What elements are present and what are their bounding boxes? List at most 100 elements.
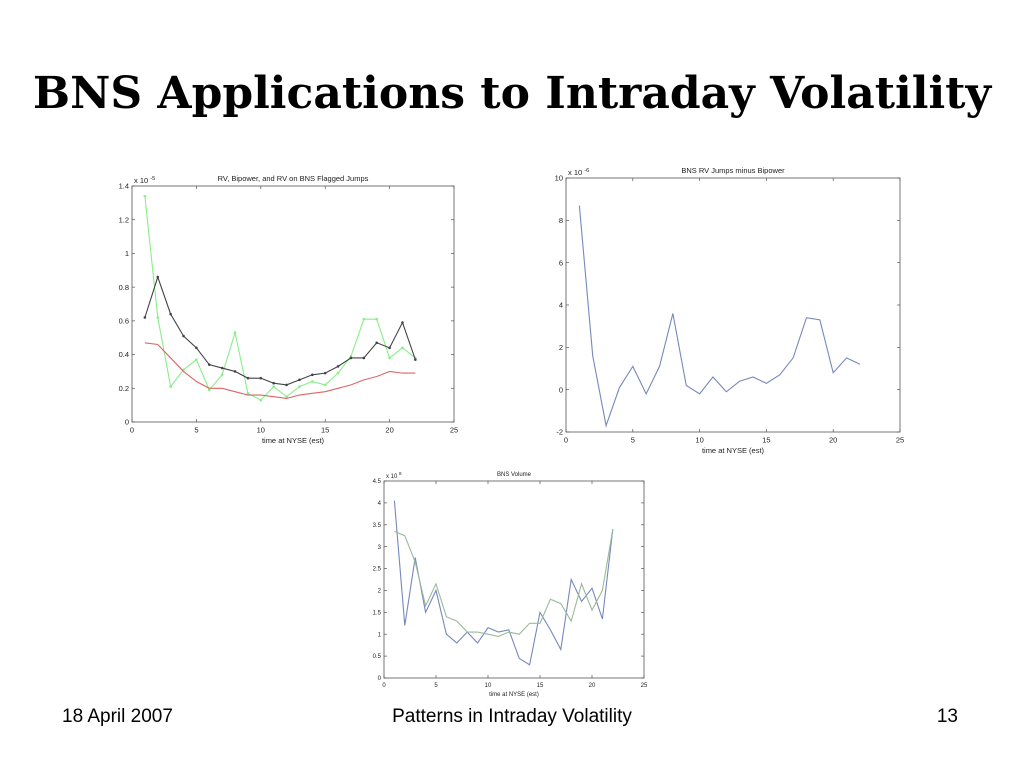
series-line-0 bbox=[578, 205, 861, 428]
y-tick-label: -2 bbox=[556, 428, 563, 437]
y-tick-label: 1 bbox=[125, 249, 129, 258]
data-point bbox=[388, 356, 391, 360]
data-point bbox=[207, 363, 211, 366]
y-tick-label: 2 bbox=[559, 343, 563, 352]
y-tick-label: 3 bbox=[378, 545, 382, 551]
y-tick-label: 0 bbox=[125, 418, 129, 427]
data-point bbox=[259, 376, 263, 380]
data-point bbox=[272, 381, 275, 385]
y-tick-label: 2 bbox=[378, 589, 382, 595]
y-tick-label: 1.4 bbox=[119, 182, 129, 191]
y-tick-label: 0.8 bbox=[119, 283, 129, 292]
data-point bbox=[156, 316, 160, 319]
y-tick-label: 0.5 bbox=[373, 654, 382, 660]
data-point bbox=[272, 385, 275, 388]
y-tick-label: 0.6 bbox=[119, 316, 129, 325]
series-line-2 bbox=[144, 342, 416, 399]
y-tick-label: 0 bbox=[559, 385, 563, 394]
y-tick-label: 4 bbox=[378, 501, 382, 507]
x-axis-label: time at NYSE (est) bbox=[702, 446, 765, 455]
data-point bbox=[207, 388, 211, 392]
data-point bbox=[336, 371, 340, 375]
data-point bbox=[323, 383, 327, 387]
data-point bbox=[195, 358, 198, 361]
footer-date: 18 April 2007 bbox=[62, 706, 173, 727]
x-tick-label: 15 bbox=[321, 426, 329, 435]
data-point bbox=[323, 371, 327, 375]
x-tick-label: 5 bbox=[434, 683, 438, 689]
y-tick-label: 2.5 bbox=[373, 567, 382, 573]
y-tick-label: 0 bbox=[378, 676, 382, 682]
x-tick-label: 15 bbox=[537, 683, 544, 689]
x-tick-label: 10 bbox=[257, 426, 265, 435]
data-point bbox=[285, 383, 288, 387]
data-point bbox=[401, 346, 404, 350]
plot-frame bbox=[383, 480, 645, 679]
x-tick-label: 10 bbox=[485, 683, 492, 689]
x-tick-label: 15 bbox=[762, 436, 770, 445]
y-tick-label: 6 bbox=[559, 258, 563, 267]
chart-svg: BNS RV Jumps minus Bipower x 10 -6 0 5 10 15 2… bbox=[555, 166, 905, 455]
data-point bbox=[388, 346, 391, 350]
data-point bbox=[362, 317, 366, 321]
y-tick-label: 0.2 bbox=[119, 384, 129, 393]
data-point bbox=[233, 370, 237, 373]
data-point bbox=[362, 356, 366, 360]
x-tick-label: 20 bbox=[829, 436, 837, 445]
data-point bbox=[246, 392, 250, 395]
data-point bbox=[311, 373, 314, 377]
chart-title: RV, Bipower, and RV on BNS Flagged Jumps bbox=[218, 174, 369, 183]
chart-bns-volume: BNS Volume x 10 8 0 5 10 15 20 25 0 0.5 1 1.5 2 2.5 3 3… bbox=[360, 466, 652, 706]
x-tick-label: 25 bbox=[641, 683, 648, 689]
y-tick-label: 4 bbox=[559, 301, 563, 310]
y-tick-label: 1.5 bbox=[373, 610, 382, 616]
data-point bbox=[195, 346, 198, 350]
data-point bbox=[414, 358, 417, 361]
data-point bbox=[233, 331, 237, 334]
y-tick-label: 3.5 bbox=[373, 523, 382, 529]
plot-frame bbox=[131, 185, 455, 423]
data-point bbox=[182, 334, 185, 338]
x-tick-label: 25 bbox=[450, 426, 458, 435]
data-point bbox=[143, 316, 147, 319]
plot-frame bbox=[565, 177, 901, 433]
data-point bbox=[143, 194, 147, 198]
slide-title: BNS Applications to Intraday Volatility bbox=[32, 68, 992, 119]
data-point bbox=[298, 385, 301, 388]
y-tick-label: 10 bbox=[555, 174, 563, 183]
data-point bbox=[375, 317, 379, 321]
data-point bbox=[375, 341, 379, 345]
footer-title: Patterns in Intraday Volatility bbox=[392, 706, 632, 727]
x-axis-label: time at NYSE (est) bbox=[262, 436, 325, 445]
data-point bbox=[259, 398, 263, 402]
data-point bbox=[220, 373, 224, 377]
data-point bbox=[169, 312, 172, 316]
chart-svg: BNS Volume x 10 8 0 5 10 15 20 25 0 0.5 1 1.5 2 2.5 3 3… bbox=[373, 471, 648, 698]
x-tick-label: 0 bbox=[564, 436, 568, 445]
data-point bbox=[285, 395, 288, 399]
page-number: 13 bbox=[936, 706, 958, 727]
y-tick-label: 1 bbox=[378, 632, 382, 638]
chart-jumps-minus-bipower: BNS RV Jumps minus Bipower x 10 -6 0 5 10 15 2… bbox=[536, 160, 912, 468]
y-tick-label: 1.2 bbox=[119, 215, 129, 224]
chart-title: BNS Volume bbox=[497, 472, 532, 478]
series-line-0 bbox=[393, 500, 614, 666]
data-point bbox=[298, 378, 301, 382]
data-point bbox=[401, 321, 404, 324]
series-line-0 bbox=[144, 196, 416, 401]
x-tick-label: 20 bbox=[385, 426, 393, 435]
data-point bbox=[311, 380, 314, 383]
axis-exponent: x 10 -5 bbox=[134, 176, 155, 185]
x-tick-label: 5 bbox=[631, 436, 635, 445]
x-tick-label: 20 bbox=[589, 683, 596, 689]
data-point bbox=[246, 376, 250, 380]
data-point bbox=[156, 275, 160, 279]
data-point bbox=[220, 366, 224, 370]
chart-svg: RV, Bipower, and RV on BNS Flagged Jumps… bbox=[119, 174, 459, 445]
axis-exponent: x 10 8 bbox=[386, 471, 402, 480]
series-line-1 bbox=[394, 529, 614, 637]
y-tick-label: 4.5 bbox=[373, 479, 382, 485]
x-tick-label: 0 bbox=[130, 426, 134, 435]
chart-title: BNS RV Jumps minus Bipower bbox=[681, 166, 785, 175]
data-point bbox=[336, 365, 340, 368]
